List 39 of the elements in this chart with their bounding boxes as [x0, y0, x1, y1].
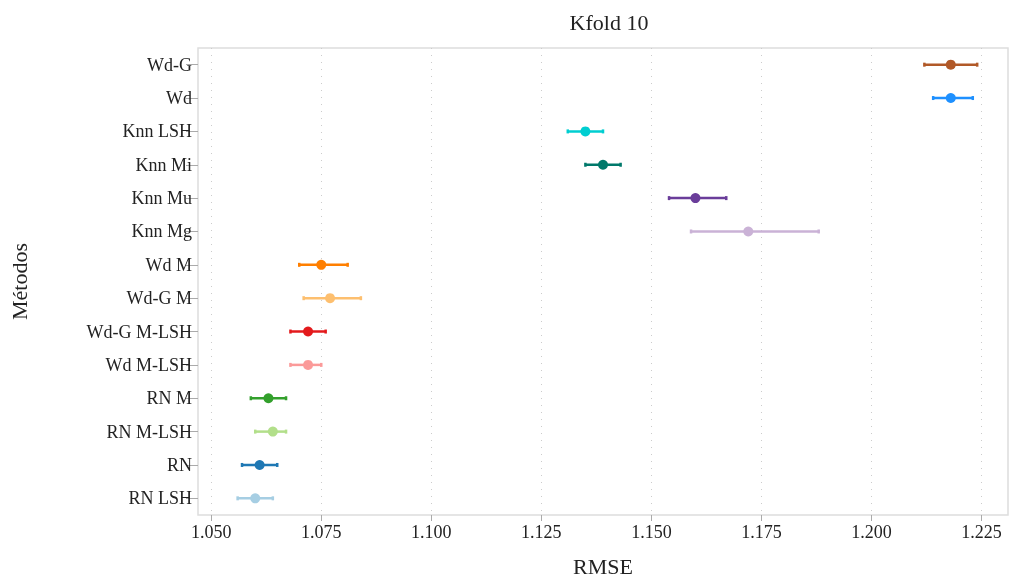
point — [303, 359, 314, 370]
x-tick-label: 1.100 — [411, 522, 452, 542]
point — [580, 126, 591, 137]
y-axis-title: Métodos — [6, 243, 32, 320]
y-tick-label: Knn LSH — [122, 121, 192, 142]
y-tick-label: Wd-G M — [126, 288, 192, 309]
chart-title: Kfold 10 — [569, 9, 649, 35]
y-tick-label: Knn Mi — [135, 154, 192, 175]
y-tick-label: Knn Mu — [131, 188, 192, 209]
x-tick-label: 1.150 — [631, 522, 672, 542]
y-tick-label: Wd-G — [147, 54, 192, 75]
point — [598, 159, 608, 170]
x-tick-label: 1.125 — [521, 522, 562, 542]
y-tick-label: RN M-LSH — [106, 421, 192, 442]
point — [945, 59, 956, 70]
y-tick-label: RN LSH — [128, 488, 192, 509]
x-tick-label: 1.200 — [851, 522, 892, 542]
point — [690, 193, 701, 204]
y-tick-label: Wd M — [145, 254, 192, 275]
point — [254, 459, 265, 470]
y-tick-label: Knn Mg — [131, 221, 192, 242]
point — [263, 393, 274, 404]
x-tick-label: 1.225 — [961, 522, 1002, 542]
x-tick-label: 1.075 — [301, 522, 342, 542]
point — [250, 493, 261, 504]
point — [316, 259, 327, 270]
point — [303, 326, 314, 337]
point — [945, 93, 956, 104]
y-tick-label: RN M — [146, 388, 192, 409]
point — [325, 293, 336, 304]
y-tick-label: Wd M-LSH — [105, 354, 192, 375]
point — [267, 426, 278, 437]
x-axis-title: RMSE — [573, 553, 633, 579]
x-tick-label: 1.175 — [741, 522, 782, 542]
y-tick-label: RN — [166, 454, 192, 475]
point — [743, 226, 754, 237]
y-tick-label: Wd — [166, 88, 192, 109]
y-tick-label: Wd-G M-LSH — [86, 321, 192, 342]
x-tick-label: 1.050 — [190, 522, 232, 542]
